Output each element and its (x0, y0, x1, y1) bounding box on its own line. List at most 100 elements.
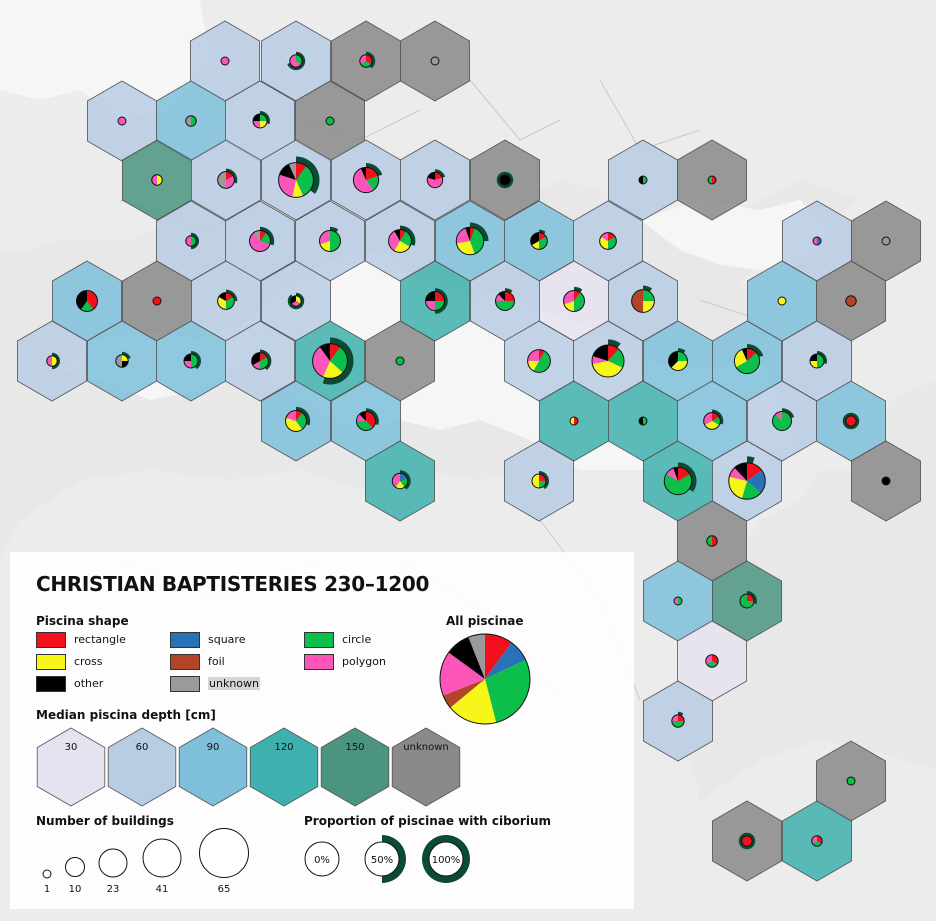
cell-c41-pie-slice-circle (395, 356, 405, 366)
swatch-circle (304, 632, 334, 648)
ciborium-label-100: 100% (432, 855, 461, 866)
cell-c60-pie-slice-circle (678, 597, 682, 605)
cell-c13-pie-slice-rectangle (435, 172, 443, 180)
cell-c29-pie-slice-polygon (291, 301, 301, 307)
cell-c58-pie-slice-other (881, 476, 891, 486)
cell-c19-pie-slice-cross (320, 241, 330, 252)
cell-c33-pie-slice-circle (643, 289, 655, 301)
depth-label-unknown: unknown (403, 742, 449, 753)
cell-c54-pie-slice-circle (400, 478, 408, 488)
cell-c06-pie-outline (185, 115, 197, 127)
cell-c18 (224, 200, 296, 282)
cell-c25-pie-slice-unknown (881, 236, 891, 246)
cell-c38-pie-outline (183, 353, 199, 369)
cell-c63 (643, 680, 713, 762)
cell-c65 (712, 800, 782, 882)
cell-c58 (851, 440, 921, 522)
cell-c23-pie-outline (599, 232, 617, 250)
cell-c47-pie-outline (285, 410, 307, 432)
cell-c52-pie-outline (772, 411, 792, 431)
label-foil: foil (208, 655, 225, 668)
cell-c26-pie-slice-circle (80, 301, 94, 312)
cell-c61 (712, 560, 782, 642)
cell-c57 (712, 440, 782, 522)
cell-c17-pie-slice-polygon (185, 235, 191, 247)
label-polygon: polygon (342, 655, 386, 668)
cell-c16-pie-outline (707, 175, 717, 185)
cell-c30-pie-slice-circle (435, 301, 445, 311)
size-label-65: 65 (217, 884, 231, 895)
cell-c40-pie-outline (312, 343, 348, 379)
cell-c45 (712, 320, 782, 402)
cell-c61-pie-outline (739, 593, 755, 609)
all-piscinae-pie (439, 633, 531, 725)
cell-c07 (224, 80, 296, 162)
cell-c40 (294, 320, 366, 402)
ciborium-label-50: 50% (371, 855, 393, 866)
cell-c40-pie-slice-circle (330, 346, 348, 373)
all-piscinae-slice-cross (450, 679, 497, 725)
cell-c31 (469, 260, 540, 342)
cell-c33-pie-outline (631, 289, 655, 313)
cell-c16-pie-slice-rectangle (712, 176, 716, 184)
cell-c26 (52, 260, 122, 342)
swatch-other (36, 676, 66, 692)
cell-c47 (260, 380, 332, 462)
size-label-1: 1 (43, 884, 51, 895)
cell-c07-pie-slice-cross (260, 121, 267, 128)
cell-c36-pie-slice-polygon (46, 355, 52, 367)
depth-hex-120 (249, 727, 319, 807)
depth-label-120: 120 (274, 742, 294, 753)
cell-c14-pie-slice-other (499, 174, 511, 186)
cell-c13 (399, 139, 471, 221)
cell-c04 (399, 20, 471, 102)
cell-c55-pie-outline (531, 473, 547, 489)
cell-c37-pie-slice-other (122, 361, 129, 368)
map-title: CHRISTIAN BAPTISTERIES 230–1200 (36, 572, 430, 596)
cell-c46-pie-slice-cross (810, 361, 817, 368)
depth-label-60: 60 (135, 742, 149, 753)
size-circle-41 (142, 838, 182, 878)
cell-c33 (608, 260, 678, 342)
size-circle-23 (98, 848, 128, 878)
cell-c13-pie-slice-polygon (427, 177, 443, 188)
cell-c31-pie-outline (495, 291, 515, 311)
cell-c26-pie-outline (76, 290, 98, 312)
cell-c12-pie-outline (352, 166, 380, 194)
cell-c09-pie-outline (151, 174, 163, 186)
legend-panel: CHRISTIAN BAPTISTERIES 230–1200 Piscina … (10, 552, 634, 909)
cell-c35-pie-slice-foil (845, 295, 857, 307)
depth-hex-150 (320, 727, 390, 807)
cell-c62-pie-slice-circle (706, 661, 718, 668)
cell-c02-pie-slice-polygon (289, 54, 302, 68)
cell-c21-pie-slice-other (465, 227, 470, 241)
cell-c38-pie-slice-other (184, 354, 191, 361)
cell-c10-pie-outline (217, 171, 235, 189)
cell-c10-pie-slice-unknown (217, 171, 226, 189)
cell-c37-pie-slice-cross (122, 354, 129, 361)
cell-c55-pie-slice-rectangle (539, 474, 546, 481)
cell-c43-pie-slice-other (592, 345, 608, 361)
cell-c63-pie-slice-circle (671, 721, 685, 728)
cell-c48-pie-slice-circle (356, 421, 373, 431)
cell-c45-pie-slice-cross (734, 349, 747, 368)
cell-c16-pie-slice-circle (708, 176, 712, 184)
cell-c48-pie-slice-other (359, 411, 366, 421)
cell-c45-pie-outline (733, 347, 761, 375)
cell-c11-pie-slice-circle (296, 165, 314, 196)
cell-c41 (364, 320, 436, 402)
cell-c36-pie-slice-cross (52, 355, 58, 367)
cell-c46-pie-slice-other (810, 354, 817, 361)
cell-c14 (469, 139, 540, 221)
cell-c24-pie-slice-square (817, 237, 821, 245)
cell-c66-pie-outline (811, 835, 823, 847)
cell-c07-pie-slice-circle (260, 114, 267, 121)
cell-c57-pie-outline (728, 462, 766, 500)
cell-c21-pie-outline (455, 226, 485, 256)
ciborium-label-0: 0% (314, 855, 330, 866)
size-label-41: 41 (155, 884, 169, 895)
cell-c03-pie-slice-circle (360, 61, 372, 68)
cell-c17-pie-outline (185, 235, 197, 247)
cell-c20-pie-slice-polygon (388, 231, 400, 251)
